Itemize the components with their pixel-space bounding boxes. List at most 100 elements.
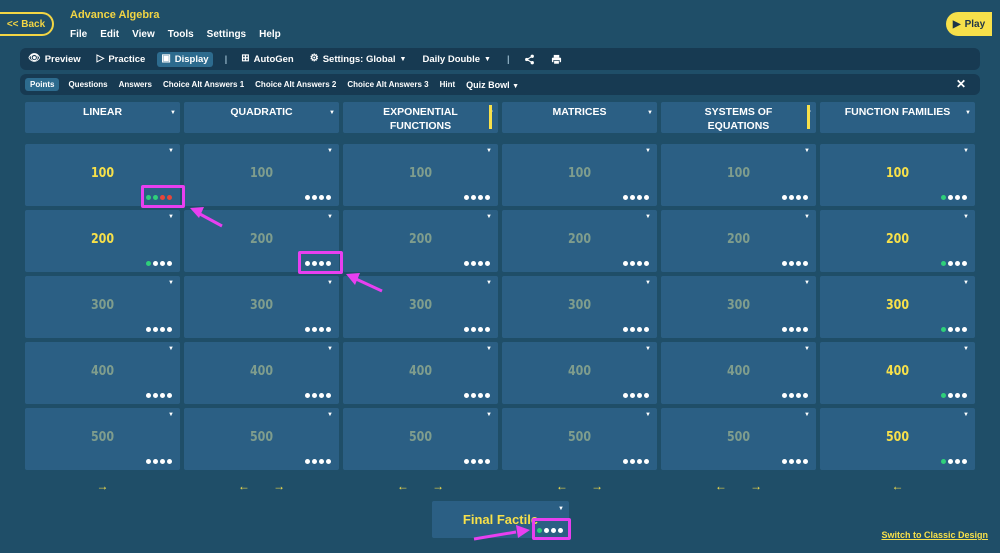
status-dots[interactable] xyxy=(941,327,967,332)
tile-menu-icon[interactable]: ▼ xyxy=(963,346,969,352)
filter-answers[interactable]: Answers xyxy=(118,80,152,89)
point-tile[interactable]: ▼ 400 xyxy=(502,342,657,404)
practice-button[interactable]: ▷ Practice xyxy=(97,54,146,65)
tile-menu-icon[interactable]: ▼ xyxy=(168,148,174,154)
tile-menu-icon[interactable]: ▼ xyxy=(645,280,651,286)
status-dots[interactable] xyxy=(464,393,490,398)
point-tile[interactable]: ▼ 500 xyxy=(184,408,339,470)
daily-double-dropdown[interactable]: Daily Double ▼ xyxy=(422,54,490,65)
menu-help[interactable]: Help xyxy=(259,29,281,40)
status-dots[interactable] xyxy=(146,393,172,398)
status-dots[interactable] xyxy=(146,459,172,464)
point-tile[interactable]: ▼ 100 xyxy=(343,144,498,206)
filter-points[interactable]: Points xyxy=(25,78,60,91)
status-dots[interactable] xyxy=(305,327,331,332)
menu-view[interactable]: View xyxy=(132,29,155,40)
share-button[interactable] xyxy=(524,54,535,65)
status-dots[interactable] xyxy=(623,459,649,464)
point-tile[interactable]: ▼ 500 xyxy=(343,408,498,470)
tile-menu-icon[interactable]: ▼ xyxy=(168,346,174,352)
tile-menu-icon[interactable]: ▼ xyxy=(168,412,174,418)
status-dots[interactable] xyxy=(464,195,490,200)
point-tile[interactable]: ▼ 400 xyxy=(343,342,498,404)
point-tile[interactable]: ▼ 100 xyxy=(661,144,816,206)
tile-menu-icon[interactable]: ▼ xyxy=(963,214,969,220)
status-dots[interactable] xyxy=(782,459,808,464)
status-dots[interactable] xyxy=(305,261,331,266)
filter-quiz-bowl[interactable]: Quiz Bowl ▼ xyxy=(466,80,519,90)
tile-menu-icon[interactable]: ▼ xyxy=(327,148,333,154)
category-header[interactable]: MATRICES ▼ xyxy=(502,102,657,133)
point-tile[interactable]: ▼ 400 xyxy=(820,342,975,404)
chevron-down-icon[interactable]: ▼ xyxy=(647,110,653,116)
point-tile[interactable]: ▼ 300 xyxy=(184,276,339,338)
status-dots[interactable] xyxy=(941,261,967,266)
tile-menu-icon[interactable]: ▼ xyxy=(963,412,969,418)
point-tile[interactable]: ▼ 400 xyxy=(661,342,816,404)
point-tile[interactable]: ▼ 500 xyxy=(25,408,180,470)
menu-tools[interactable]: Tools xyxy=(167,29,194,40)
status-dots[interactable] xyxy=(782,261,808,266)
status-dots[interactable] xyxy=(782,327,808,332)
category-header[interactable]: QUADRATIC ▼ xyxy=(184,102,339,133)
column-move-arrows[interactable]: ← → xyxy=(714,479,773,493)
tile-menu-icon[interactable]: ▼ xyxy=(645,346,651,352)
switch-classic-link[interactable]: Switch to Classic Design xyxy=(881,530,988,540)
tile-menu-icon[interactable]: ▼ xyxy=(486,214,492,220)
display-button[interactable]: ▣ Display xyxy=(157,51,213,67)
tile-menu-icon[interactable]: ▼ xyxy=(486,412,492,418)
point-tile[interactable]: ▼ 500 xyxy=(502,408,657,470)
status-dots[interactable] xyxy=(623,327,649,332)
status-dots[interactable] xyxy=(146,195,172,200)
tile-menu-icon[interactable]: ▼ xyxy=(558,506,564,512)
tile-menu-icon[interactable]: ▼ xyxy=(963,148,969,154)
point-tile[interactable]: ▼ 300 xyxy=(25,276,180,338)
settings-dropdown[interactable]: ⚙ Settings: Global ▼ xyxy=(310,54,407,65)
category-header[interactable]: FUNCTION FAMILIES ▼ xyxy=(820,102,975,133)
status-dots[interactable] xyxy=(464,327,490,332)
column-move-arrows[interactable]: → xyxy=(96,479,119,493)
filter-choice-alt-3[interactable]: Choice Alt Answers 3 xyxy=(347,80,429,89)
category-header[interactable]: LINEAR ▼ xyxy=(25,102,180,133)
menu-edit[interactable]: Edit xyxy=(100,29,120,40)
tile-menu-icon[interactable]: ▼ xyxy=(327,412,333,418)
status-dots[interactable] xyxy=(623,393,649,398)
chevron-down-icon[interactable]: ▼ xyxy=(170,110,176,116)
point-tile[interactable]: ▼ 200 xyxy=(502,210,657,272)
tile-menu-icon[interactable]: ▼ xyxy=(486,346,492,352)
tile-menu-icon[interactable]: ▼ xyxy=(804,280,810,286)
tile-menu-icon[interactable]: ▼ xyxy=(327,214,333,220)
tile-menu-icon[interactable]: ▼ xyxy=(168,280,174,286)
play-button[interactable]: ▶ Play xyxy=(946,12,992,36)
filter-choice-alt-2[interactable]: Choice Alt Answers 2 xyxy=(255,80,337,89)
point-tile[interactable]: ▼ 200 xyxy=(661,210,816,272)
status-dots[interactable] xyxy=(623,261,649,266)
status-dots[interactable] xyxy=(305,195,331,200)
tile-menu-icon[interactable]: ▼ xyxy=(804,214,810,220)
status-dots[interactable] xyxy=(782,195,808,200)
tile-menu-icon[interactable]: ▼ xyxy=(645,412,651,418)
point-tile[interactable]: ▼ 400 xyxy=(25,342,180,404)
tile-menu-icon[interactable]: ▼ xyxy=(486,280,492,286)
tile-menu-icon[interactable]: ▼ xyxy=(486,148,492,154)
status-dots[interactable] xyxy=(305,393,331,398)
status-dots[interactable] xyxy=(146,261,172,266)
back-button[interactable]: << Back xyxy=(0,12,54,36)
status-dots[interactable] xyxy=(464,459,490,464)
category-header[interactable]: SYSTEMS OF EQUATIONS▼ xyxy=(661,102,816,133)
status-dots[interactable] xyxy=(623,195,649,200)
point-tile[interactable]: ▼ 200 xyxy=(25,210,180,272)
menu-settings[interactable]: Settings xyxy=(206,29,247,40)
print-button[interactable] xyxy=(551,54,562,65)
status-dots[interactable] xyxy=(464,261,490,266)
filter-questions[interactable]: Questions xyxy=(68,80,108,89)
filter-hint[interactable]: Hint xyxy=(439,80,456,89)
point-tile[interactable]: ▼ 200 xyxy=(820,210,975,272)
chevron-down-icon[interactable]: ▼ xyxy=(329,110,335,116)
point-tile[interactable]: ▼ 100 xyxy=(184,144,339,206)
point-tile[interactable]: ▼ 100 xyxy=(820,144,975,206)
tile-menu-icon[interactable]: ▼ xyxy=(804,412,810,418)
status-dots[interactable] xyxy=(146,327,172,332)
point-tile[interactable]: ▼ 400 xyxy=(184,342,339,404)
tile-menu-icon[interactable]: ▼ xyxy=(168,214,174,220)
